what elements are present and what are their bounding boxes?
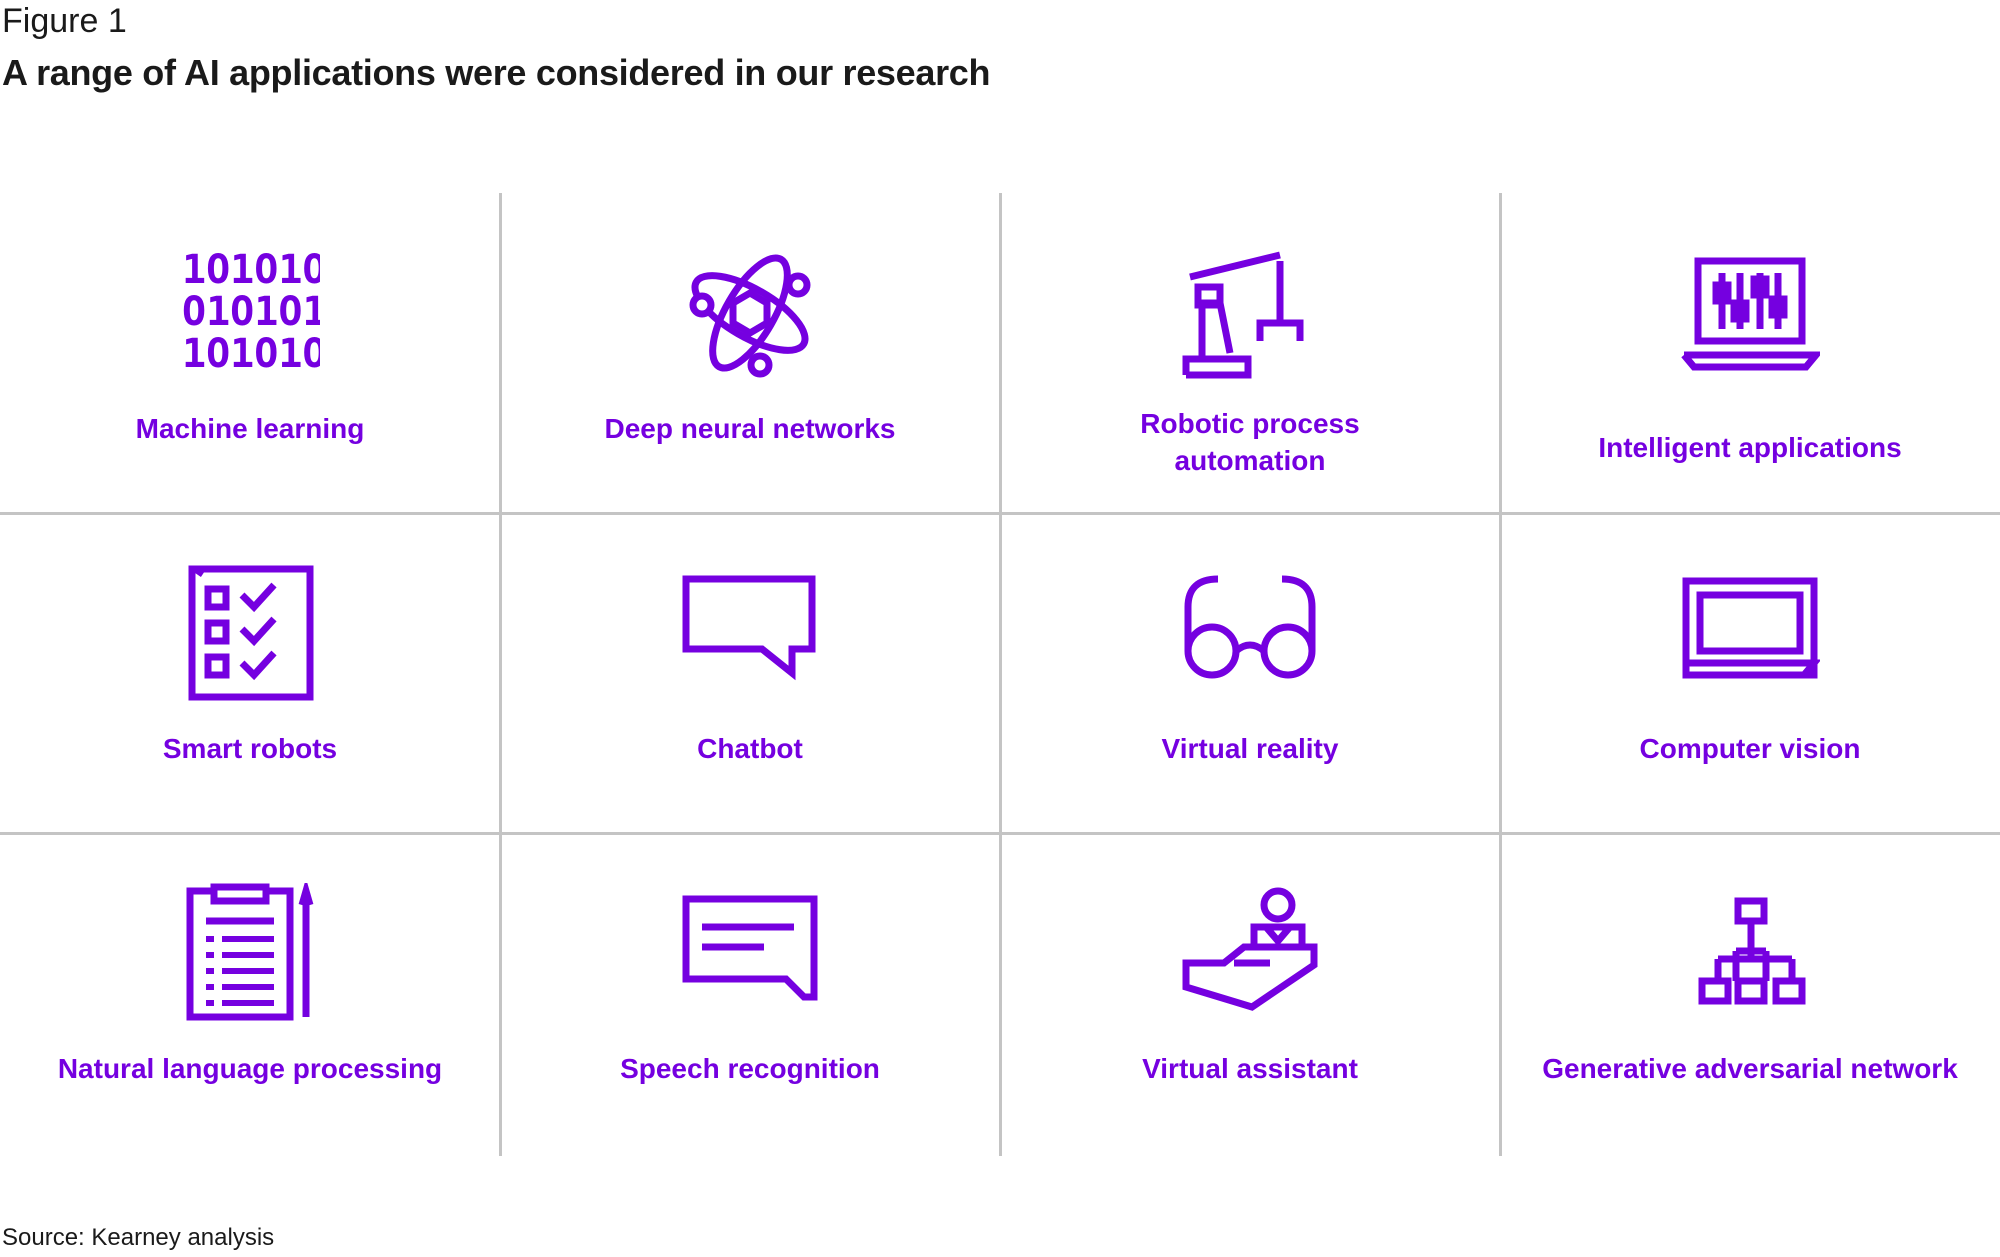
svg-text:O1O1O1: O1O1O1 (182, 289, 320, 335)
grid-divider-horizontal (0, 512, 2000, 515)
item-label: Chatbot (697, 733, 803, 764)
grid-cell-intelligent-applications: Intelligent applications (1500, 193, 2000, 513)
atom-icon (680, 243, 820, 383)
laptop-icon (1680, 563, 1820, 703)
speech-bubble-icon (680, 563, 820, 703)
hierarchy-icon (1680, 883, 1820, 1023)
grid-cell-natural-language-processing: Natural language processing (0, 833, 500, 1153)
glasses-icon (1180, 563, 1320, 703)
clipboard-list-icon (180, 883, 320, 1023)
grid-cell-smart-robots: Smart robots (0, 513, 500, 833)
grid-divider-vertical (499, 193, 502, 1156)
grid-cell-speech-recognition: Speech recognition (500, 833, 1000, 1153)
hand-person-icon (1180, 883, 1320, 1023)
grid-divider-vertical (1499, 193, 1502, 1156)
item-label: Speech recognition (620, 1053, 880, 1084)
figure-label: Figure 1 (2, 2, 127, 40)
figure-title: A range of AI applications were consider… (2, 52, 991, 93)
checklist-icon (180, 563, 320, 703)
application-grid: 1O1O1O O1O1O1 1O1O1O Machine learning De… (0, 193, 2000, 1156)
item-label: Computer vision (1639, 733, 1861, 764)
svg-text:1O1O1O: 1O1O1O (182, 247, 320, 293)
robot-arm-icon (1180, 243, 1320, 383)
grid-cell-machine-learning: 1O1O1O O1O1O1 1O1O1O Machine learning (0, 193, 500, 513)
item-label: Smart robots (162, 733, 338, 764)
item-label: Generative adversarial network (1542, 1053, 1958, 1084)
svg-text:1O1O1O: 1O1O1O (182, 331, 320, 377)
laptop-sliders-icon (1680, 243, 1820, 383)
grid-cell-chatbot: Chatbot (500, 513, 1000, 833)
grid-divider-horizontal (0, 832, 2000, 835)
grid-cell-virtual-assistant: Virtual assistant (1000, 833, 1500, 1153)
grid-cell-virtual-reality: Virtual reality (1000, 513, 1500, 833)
item-label: Robotic process automation (1140, 408, 1360, 476)
item-label: Virtual reality (1161, 733, 1339, 764)
grid-cell-generative-adversarial-network: Generative adversarial network (1500, 833, 2000, 1153)
binary-code-icon: 1O1O1O O1O1O1 1O1O1O (180, 243, 320, 383)
grid-cell-computer-vision: Computer vision (1500, 513, 2000, 833)
item-label: Natural language processing (57, 1053, 443, 1084)
item-label: Machine learning (135, 413, 365, 444)
item-label: Deep neural networks (604, 413, 896, 444)
grid-divider-vertical (999, 193, 1002, 1156)
item-label: Virtual assistant (1142, 1053, 1358, 1084)
message-bubble-icon (680, 883, 820, 1023)
grid-cell-deep-neural-networks: Deep neural networks (500, 193, 1000, 513)
item-label: Intelligent applications (1598, 432, 1902, 463)
grid-cell-robotic-process-automation: Robotic process automation (1000, 193, 1500, 513)
source-note: Source: Kearney analysis (2, 1224, 275, 1251)
